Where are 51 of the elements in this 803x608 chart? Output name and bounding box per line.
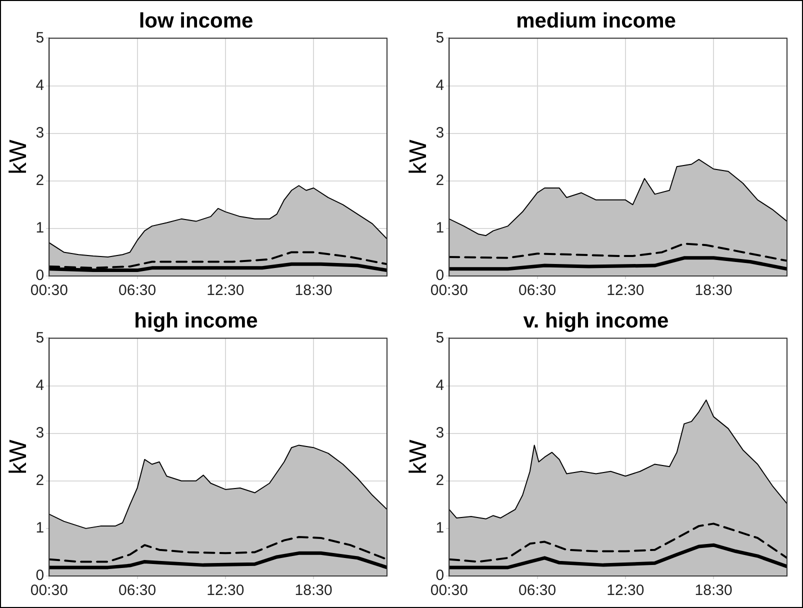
x-tick-label: 06:30 (518, 282, 556, 300)
y-tick-label: 3 (436, 124, 444, 142)
x-tick-label: 12:30 (206, 282, 244, 300)
x-tick-label: 00:30 (30, 282, 68, 300)
y-axis-title: kW (5, 439, 32, 474)
chart-title: low income (138, 9, 254, 32)
y-tick-label: 0 (36, 267, 44, 284)
x-tick-label: 18:30 (694, 282, 732, 300)
y-tick-label: 2 (436, 472, 444, 490)
chart-title: high income (134, 309, 258, 332)
x-tick-label: 18:30 (694, 582, 732, 600)
y-tick-label: 4 (436, 376, 444, 394)
y-tick-label: 4 (436, 76, 444, 94)
y-tick-label: 0 (436, 567, 444, 584)
y-tick-label: 2 (36, 472, 44, 490)
x-tick-label: 12:30 (606, 282, 644, 300)
x-tick-label: 00:30 (430, 582, 468, 600)
y-axis-title: kW (5, 139, 32, 174)
y-tick-label: 1 (36, 220, 44, 237)
x-tick-label: 18:30 (294, 282, 332, 300)
x-tick-label: 12:30 (206, 582, 244, 600)
line-series (49, 536, 387, 563)
y-tick-label: 3 (36, 424, 44, 442)
y-tick-label: 3 (36, 124, 44, 142)
y-tick-label: 5 (436, 329, 444, 346)
y-axis-title: kW (405, 139, 432, 174)
y-tick-label: 4 (36, 376, 44, 394)
y-tick-label: 5 (36, 329, 44, 346)
x-tick-label: 06:30 (118, 282, 156, 300)
y-tick-label: 5 (436, 29, 444, 46)
x-tick-label: 06:30 (118, 582, 156, 600)
y-tick-label: 1 (36, 520, 44, 537)
x-tick-label: 00:30 (430, 282, 468, 300)
y-tick-label: 3 (436, 424, 444, 442)
y-axis-title: kW (405, 439, 432, 474)
chart-title: medium income (516, 9, 676, 32)
x-tick-label: 12:30 (606, 582, 644, 600)
y-tick-label: 1 (436, 220, 444, 237)
line-series (449, 522, 787, 563)
y-tick-label: 5 (36, 29, 44, 46)
y-tick-label: 0 (36, 567, 44, 584)
y-tick-label: 4 (36, 76, 44, 94)
y-tick-label: 0 (436, 267, 444, 284)
x-tick-label: 18:30 (294, 582, 332, 600)
chart-title: v. high income (523, 309, 669, 332)
x-tick-label: 06:30 (518, 582, 556, 600)
y-tick-label: 2 (36, 172, 44, 190)
y-tick-label: 1 (436, 520, 444, 537)
y-tick-label: 2 (436, 172, 444, 190)
line-series (449, 242, 787, 262)
x-tick-label: 00:30 (30, 582, 68, 600)
